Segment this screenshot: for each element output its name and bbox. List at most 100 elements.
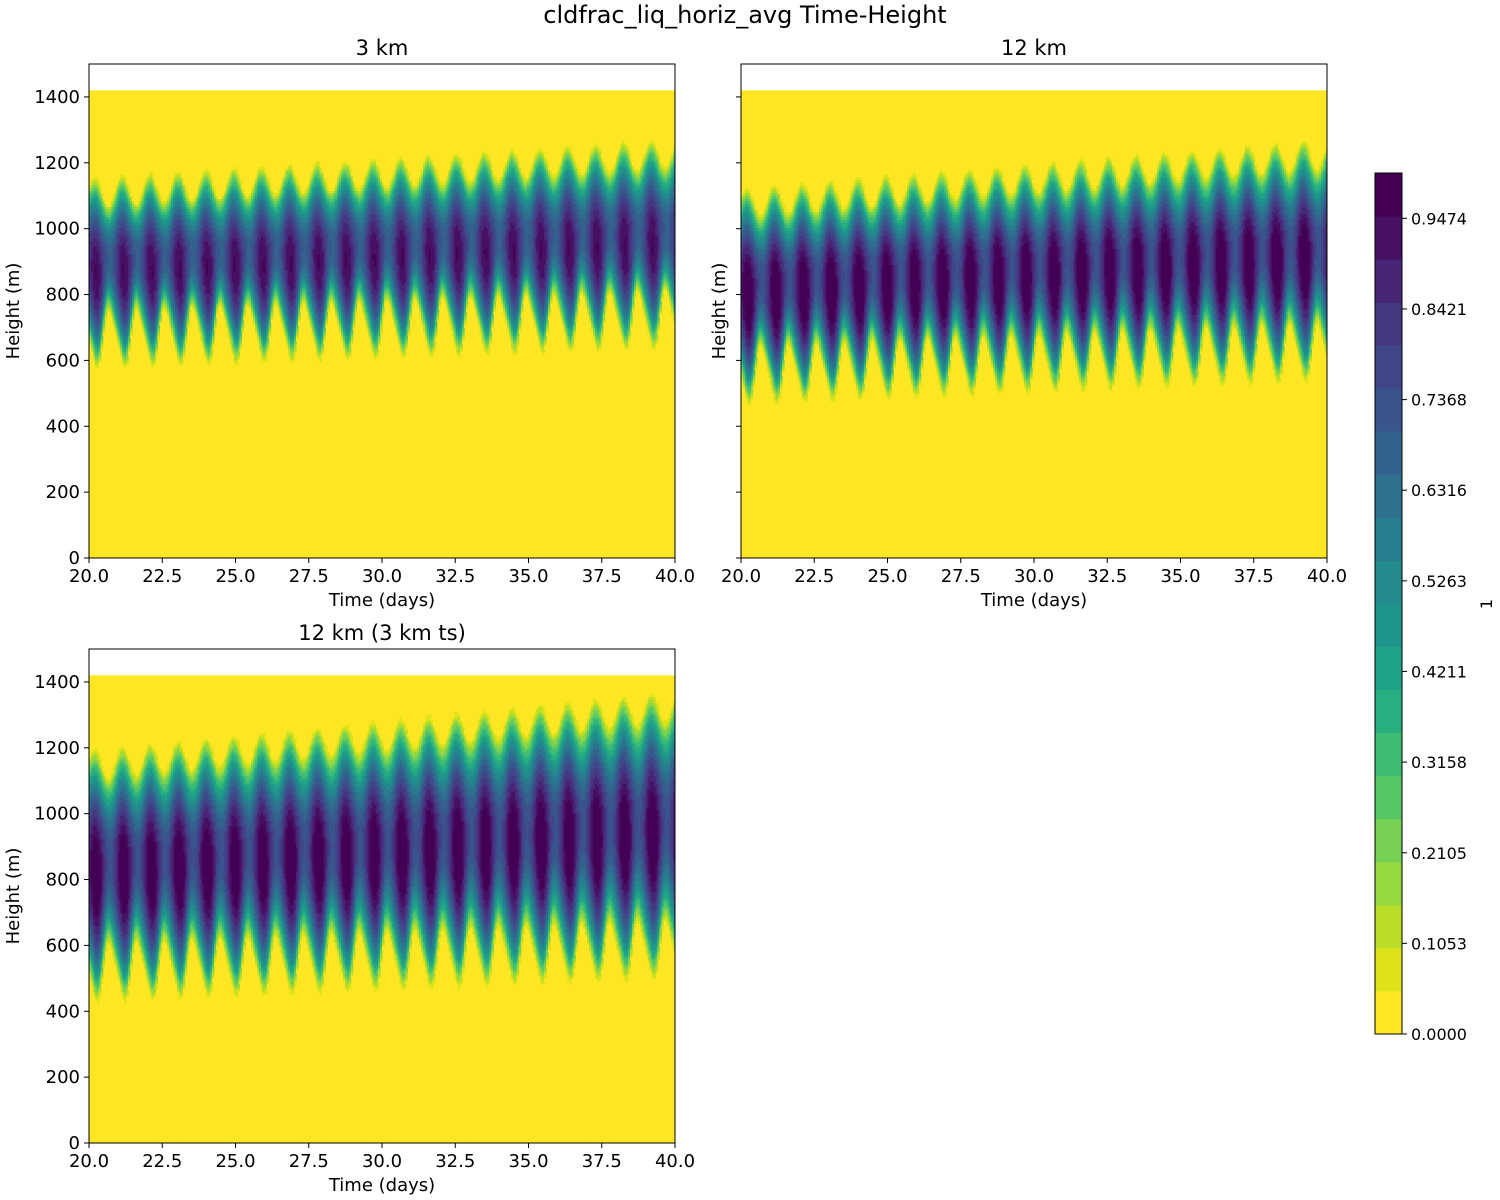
- contour-cell: [323, 324, 326, 329]
- contour-cell: [288, 340, 291, 344]
- contour-cell: [239, 201, 242, 205]
- contour-cell: [143, 301, 147, 305]
- contour-cell: [153, 187, 157, 192]
- contour-cell: [102, 232, 106, 239]
- contour-cell: [124, 335, 127, 339]
- contour-cell: [366, 172, 369, 176]
- contour-cell: [385, 280, 389, 284]
- contour-cell: [208, 174, 211, 178]
- contour-cell: [229, 303, 233, 310]
- contour-cell: [362, 203, 366, 210]
- contour-cell: [331, 211, 334, 215]
- contour-cell: [165, 216, 168, 221]
- contour-cell: [288, 216, 291, 226]
- contour-cell: [122, 190, 125, 194]
- contour-cell: [299, 309, 303, 313]
- contour-cell: [192, 301, 196, 305]
- contour-cell: [106, 301, 110, 305]
- contour-cell: [214, 298, 217, 302]
- contour-cell: [350, 340, 354, 344]
- contour-cell: [393, 327, 397, 331]
- contour-cell: [192, 216, 196, 221]
- contour-cell: [116, 214, 119, 218]
- contour-cell: [296, 280, 299, 292]
- contour-cell: [378, 208, 381, 215]
- contour-cell: [92, 314, 96, 321]
- contour-cell: [342, 195, 346, 199]
- contour-cell: [210, 187, 213, 192]
- contour-cell: [348, 322, 352, 326]
- contour-cell: [348, 345, 352, 352]
- contour-cell: [116, 208, 119, 215]
- contour-cell: [122, 222, 125, 228]
- contour-cell: [298, 301, 301, 305]
- contour-cell: [253, 208, 256, 215]
- contour-cell: [98, 324, 102, 331]
- contour-cell: [208, 245, 211, 294]
- contour-cell: [192, 277, 196, 284]
- contour-cell: [325, 219, 328, 226]
- contour-cell: [210, 179, 213, 184]
- contour-cell: [112, 237, 115, 247]
- contour-cell: [256, 195, 260, 202]
- contour-cell: [96, 327, 100, 334]
- contour-cell: [249, 208, 252, 213]
- contour-cell: [290, 359, 293, 363]
- contour-cell: [124, 353, 127, 358]
- contour-cell: [393, 280, 397, 289]
- contour-cell: [331, 214, 334, 221]
- contour-cell: [358, 280, 362, 284]
- contour-cell: [219, 216, 223, 223]
- contour-cell: [126, 185, 129, 189]
- contour-cell: [231, 198, 235, 202]
- contour-cell: [98, 227, 102, 234]
- contour-cell: [251, 211, 254, 215]
- contour-cell: [278, 224, 282, 231]
- contour-cell: [102, 324, 106, 329]
- contour-cell: [280, 224, 283, 234]
- contour-cell: [188, 208, 192, 213]
- contour-cell: [194, 261, 198, 276]
- contour-cell: [221, 293, 225, 297]
- contour-cell: [331, 190, 334, 194]
- contour-cell: [202, 174, 205, 178]
- contour-cell: [221, 301, 225, 305]
- contour-cell: [214, 301, 217, 307]
- contour-cell: [311, 203, 315, 210]
- contour-cell: [393, 309, 397, 313]
- contour-cell: [270, 224, 274, 234]
- contour-cell: [147, 345, 151, 350]
- contour-cell: [174, 177, 178, 181]
- contour-cell: [163, 216, 166, 221]
- contour-cell: [344, 195, 348, 199]
- contour-cell: [98, 332, 102, 339]
- contour-cell: [208, 195, 211, 199]
- contour-cell: [202, 219, 205, 228]
- contour-cell: [327, 224, 330, 234]
- contour-cell: [346, 169, 350, 176]
- contour-cell: [208, 211, 211, 218]
- contour-cell: [196, 298, 199, 302]
- contour-cell: [301, 229, 305, 247]
- contour-cell: [184, 295, 188, 302]
- contour-cell: [96, 206, 100, 210]
- contour-cell: [327, 274, 330, 281]
- contour-cell: [163, 224, 166, 228]
- contour-cell: [298, 203, 301, 207]
- contour-cell: [212, 190, 215, 194]
- contour-cell: [212, 314, 215, 318]
- contour-cell: [380, 182, 383, 186]
- contour-cell: [206, 195, 209, 202]
- contour-cell: [139, 222, 143, 226]
- contour-cell: [229, 330, 233, 334]
- contour-cell: [301, 201, 305, 205]
- contour-cell: [313, 314, 317, 321]
- contour-cell: [237, 179, 241, 184]
- contour-cell: [143, 206, 147, 210]
- contour-cell: [352, 277, 356, 286]
- contour-cell: [372, 258, 375, 284]
- contour-cell: [186, 306, 190, 310]
- contour-cell: [171, 193, 174, 197]
- contour-cell: [171, 324, 174, 329]
- contour-cell: [167, 198, 170, 202]
